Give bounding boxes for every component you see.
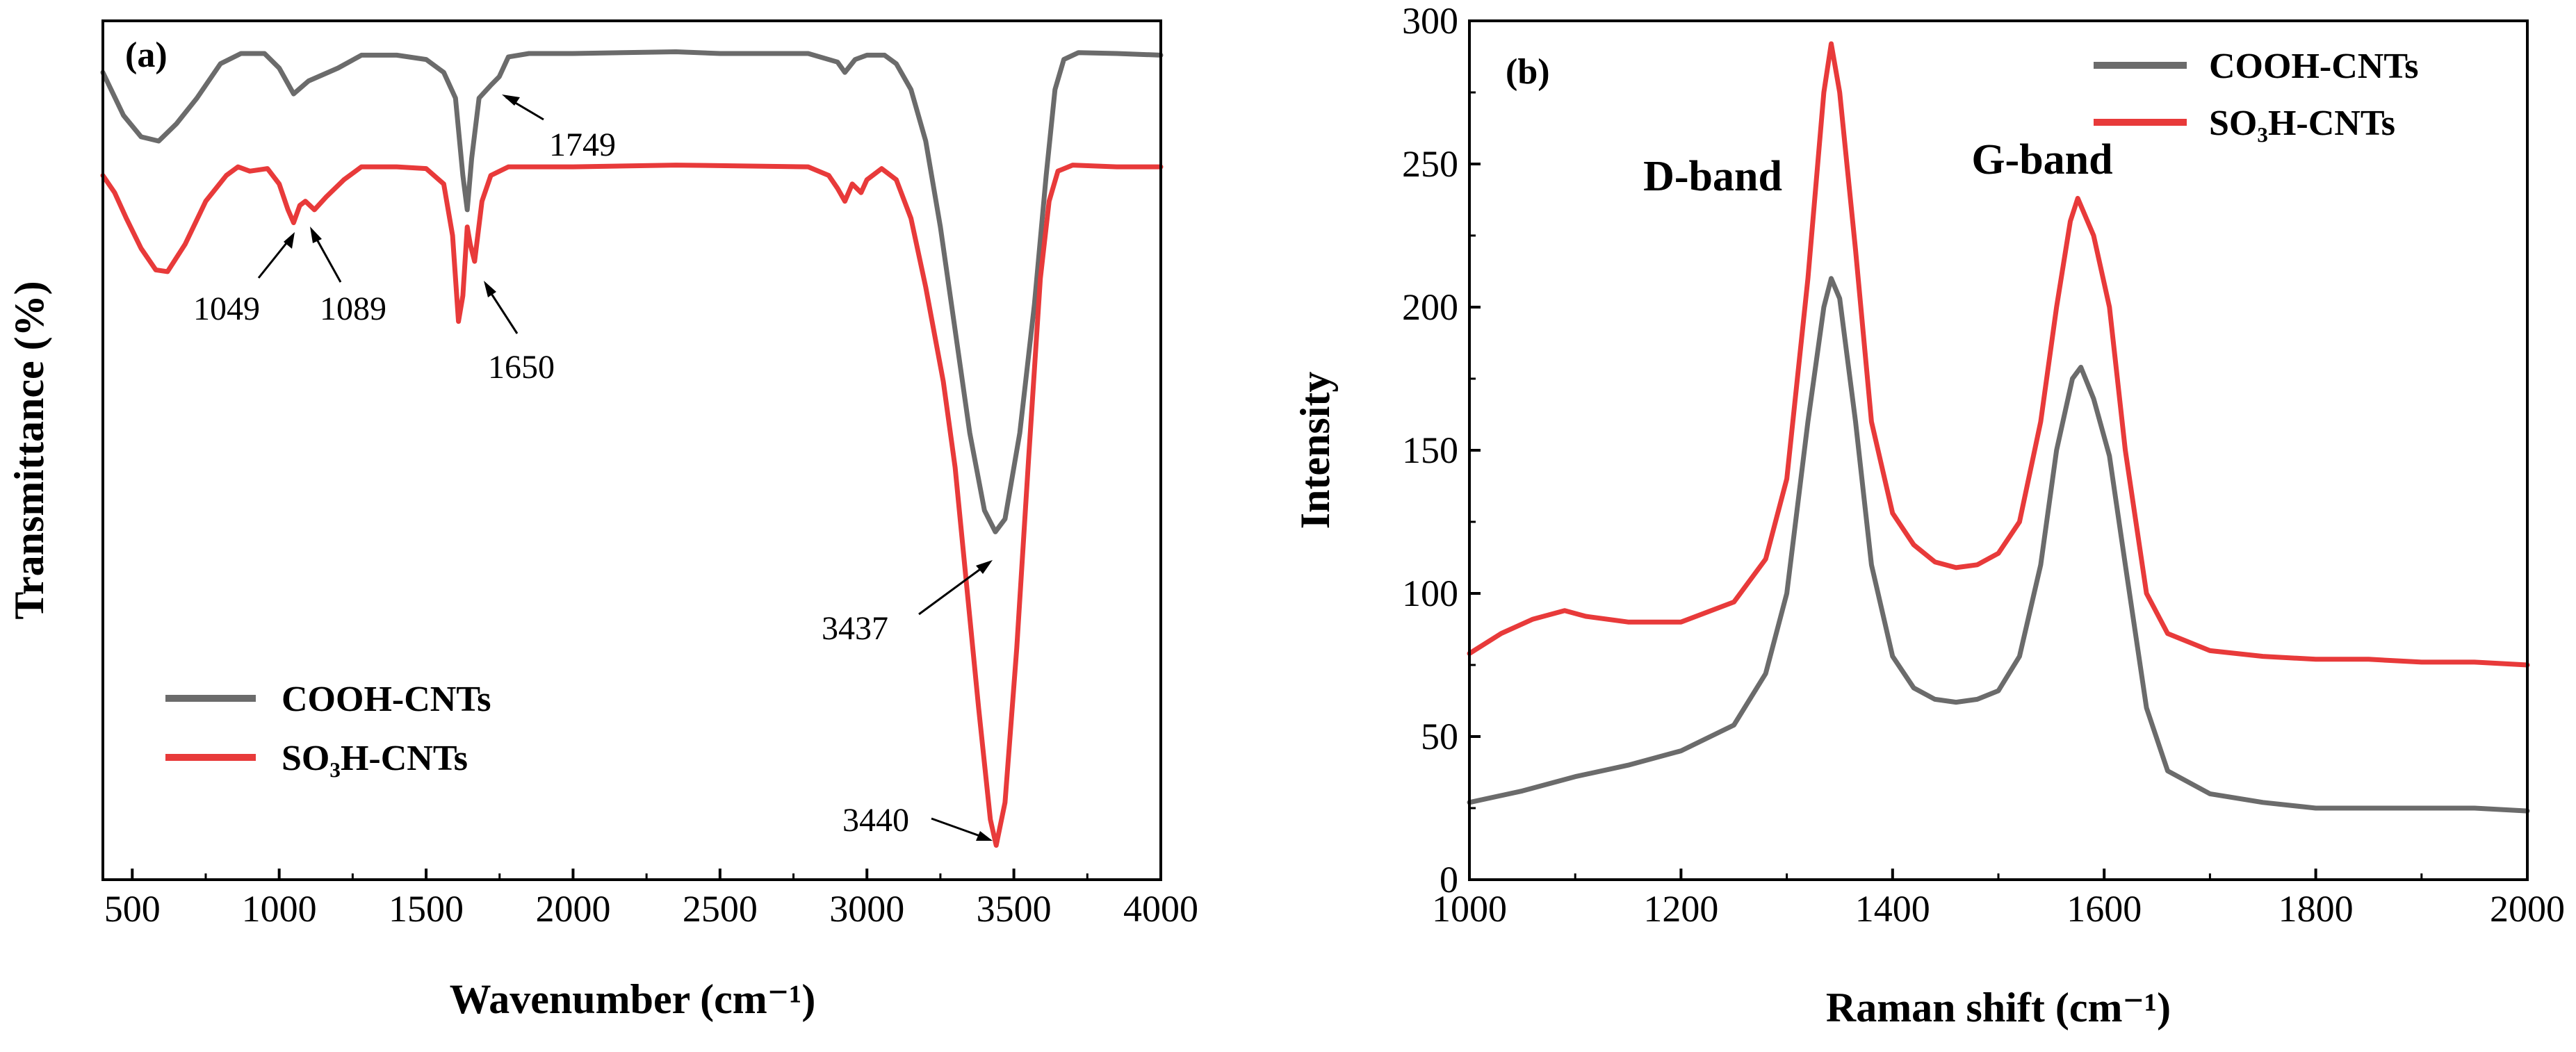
panel-b-y-ticks: 0 50 100 150 200 250 300 [1402, 0, 1481, 901]
series-line-cooh-cnts [100, 49, 1164, 534]
panel-b-legend: COOH-CNTs SO₃H-CNTs [2094, 47, 2418, 143]
legend-label-so3h: SO₃H-CNTs [2209, 104, 2395, 143]
y-tick-label: 100 [1402, 573, 1458, 614]
panel-a-y-axis-title: Transmittance (%) [6, 281, 52, 619]
panel-b-label: (b) [1506, 52, 1550, 92]
x-tick-label: 2000 [535, 888, 610, 930]
x-tick-label: 3000 [829, 888, 904, 930]
annotation-arrowhead-1049 [284, 232, 295, 249]
panel-b-x-ticks: 1000 1200 1400 1600 1800 2000 [1432, 869, 2565, 930]
y-tick-label: 0 [1440, 859, 1458, 901]
annotation-3440: 3440 [842, 802, 909, 839]
panel-b-x-axis-title: Raman shift (cm⁻¹) [1826, 985, 2171, 1030]
panel-b-series [1467, 41, 2530, 814]
annotation-1650: 1650 [488, 349, 555, 386]
y-tick-label: 200 [1402, 286, 1458, 328]
panel-a-ftir-chart: 500 1000 1500 2000 2500 3000 3500 4000 (a) 1749… [6, 19, 1198, 1022]
x-tick-label: 2500 [683, 888, 758, 930]
y-tick-label: 300 [1402, 0, 1458, 42]
annotation-arrow-3437 [918, 563, 988, 616]
x-tick-label: 1600 [2066, 888, 2142, 930]
annotation-1089: 1089 [320, 290, 386, 327]
panel-a-x-ticks: 500 1000 1500 2000 2500 3000 3500 4000 [104, 869, 1198, 930]
y-tick-label: 150 [1402, 429, 1458, 471]
x-tick-label: 1000 [1432, 888, 1507, 930]
x-tick-label: 1800 [2279, 888, 2354, 930]
annotation-arrowhead-1650 [484, 281, 496, 297]
annotation-arrowhead-1089 [310, 227, 322, 243]
annotation-1749: 1749 [549, 126, 616, 163]
panel-a-plot-frame [101, 19, 1162, 881]
x-tick-label: 3500 [977, 888, 1052, 930]
panel-a-series [100, 49, 1164, 848]
panel-a-label: (a) [125, 35, 168, 75]
annotation-d-band: D-band [1643, 153, 1782, 200]
legend-label-so3h: SO₃H-CNTs [282, 739, 468, 778]
x-tick-label: 1200 [1643, 888, 1718, 930]
annotation-arrowhead-3437 [976, 560, 993, 574]
annotation-arrow-3440 [931, 817, 986, 839]
panel-a-annotations [257, 94, 993, 841]
x-tick-label: 1000 [242, 888, 317, 930]
series-line-so3h-cnts [1467, 41, 2530, 668]
x-tick-label: 4000 [1123, 888, 1198, 930]
y-tick-label: 250 [1402, 143, 1458, 185]
x-tick-label: 1500 [389, 888, 464, 930]
y-tick-label: 50 [1421, 716, 1458, 757]
annotation-arrowhead-3440 [976, 831, 993, 841]
annotation-arrowhead-1749 [502, 94, 520, 106]
x-tick-label: 500 [104, 888, 161, 930]
panel-a-x-axis-title: Wavenumber (cm⁻¹) [450, 976, 816, 1022]
legend-label-cooh: COOH-CNTs [282, 680, 491, 719]
annotation-1049: 1049 [193, 290, 260, 327]
panel-b-y-axis-title: Intensity [1292, 372, 1338, 529]
panel-a-legend: COOH-CNTs SO₃H-CNTs [165, 680, 491, 778]
annotation-g-band: G-band [1971, 136, 2112, 183]
legend-label-cooh: COOH-CNTs [2209, 47, 2418, 86]
x-tick-label: 1400 [1855, 888, 1930, 930]
panel-b-raman-chart: 1000 1200 1400 1600 1800 2000 0 50 100 150 200 250… [1292, 0, 2565, 1030]
series-line-cooh-cnts [1467, 276, 2530, 814]
x-tick-label: 2000 [2490, 888, 2565, 930]
series-line-so3h-cnts [100, 163, 1164, 848]
annotation-3437: 3437 [822, 610, 888, 647]
